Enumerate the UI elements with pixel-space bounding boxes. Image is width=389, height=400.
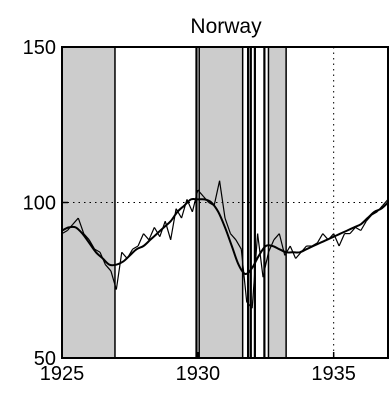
- series-2-segment: [115, 252, 123, 290]
- series-2-segment: [170, 208, 177, 240]
- series-2-segment: [295, 251, 302, 259]
- series-2-segment: [240, 249, 248, 303]
- series-2-segment: [322, 233, 329, 241]
- series-2-segment: [278, 233, 286, 256]
- series-2-segment: [94, 248, 101, 253]
- series-2-segment: [316, 233, 324, 244]
- series-2-segment: [267, 239, 275, 253]
- series-2-segment: [376, 205, 384, 213]
- series-2-segment: [132, 245, 139, 250]
- series-2-segment: [137, 233, 145, 247]
- series-2-segment: [273, 233, 280, 241]
- series-2-segment: [83, 233, 90, 241]
- series-2-segment: [229, 233, 237, 241]
- series-2-segment: [300, 245, 307, 253]
- y-tick-label: 100: [23, 193, 56, 215]
- series-2-segment: [251, 233, 259, 309]
- series-2-segment: [121, 251, 128, 259]
- series-2-segment: [164, 220, 172, 240]
- series-2-segment: [246, 301, 253, 309]
- series-2-segment: [77, 217, 85, 234]
- series-2-segment: [202, 195, 210, 203]
- series-2-segment: [262, 252, 270, 278]
- y-tick-label: 150: [23, 37, 56, 59]
- series-2-segment: [235, 239, 242, 250]
- series-2-segment: [311, 242, 318, 247]
- y-axis-ticks: 50 100 150: [23, 37, 68, 370]
- series-2-segment: [213, 180, 221, 206]
- series-2-segment: [110, 270, 117, 290]
- series-2-segment: [284, 245, 291, 256]
- series-2-segment: [105, 264, 112, 272]
- series-2-segment: [365, 214, 373, 222]
- x-tick-label: 1930: [176, 363, 221, 385]
- series-2-segment: [153, 227, 161, 238]
- series-2-segment: [197, 189, 204, 197]
- series-2-segment: [180, 199, 188, 219]
- y-tick-label: 50: [34, 348, 56, 370]
- series-2-segment: [333, 233, 340, 247]
- x-tick-label: 1935: [311, 363, 356, 385]
- series-2-segment: [126, 248, 134, 259]
- series-2-segment: [175, 208, 183, 219]
- series-2-segment: [208, 201, 215, 207]
- series-2-segment: [371, 211, 378, 216]
- series-2-segment: [349, 226, 356, 234]
- series-2-segment: [66, 223, 74, 231]
- series-2-segment: [327, 233, 335, 241]
- series-2-segments: [61, 180, 389, 309]
- series-2-segment: [148, 227, 155, 241]
- series-2-segment: [191, 189, 199, 212]
- chart-title: Norway: [190, 15, 262, 38]
- series-2-segment: [257, 233, 264, 278]
- series-2-segment: [289, 245, 297, 259]
- x-axis-ticks: 1925 1930 1935: [40, 352, 356, 385]
- series-2-segment: [360, 220, 367, 231]
- x-tick-label: 1925: [40, 363, 85, 385]
- vertical-lines: [195, 47, 266, 358]
- series-1-line: [61, 197, 389, 276]
- reference-lines: [62, 47, 388, 358]
- series-2-segment: [218, 180, 226, 219]
- series-2-segment: [72, 217, 79, 225]
- series-2-segment: [143, 233, 150, 241]
- series-2-segment: [338, 233, 346, 247]
- series-2-segment: [88, 239, 96, 250]
- series-2-segment: [186, 199, 193, 213]
- series-2-segment: [99, 252, 107, 265]
- series-2-segment: [159, 220, 166, 237]
- series-layer: [61, 180, 389, 309]
- series-2-segment: [224, 217, 231, 234]
- series-2-segment: [355, 226, 362, 232]
